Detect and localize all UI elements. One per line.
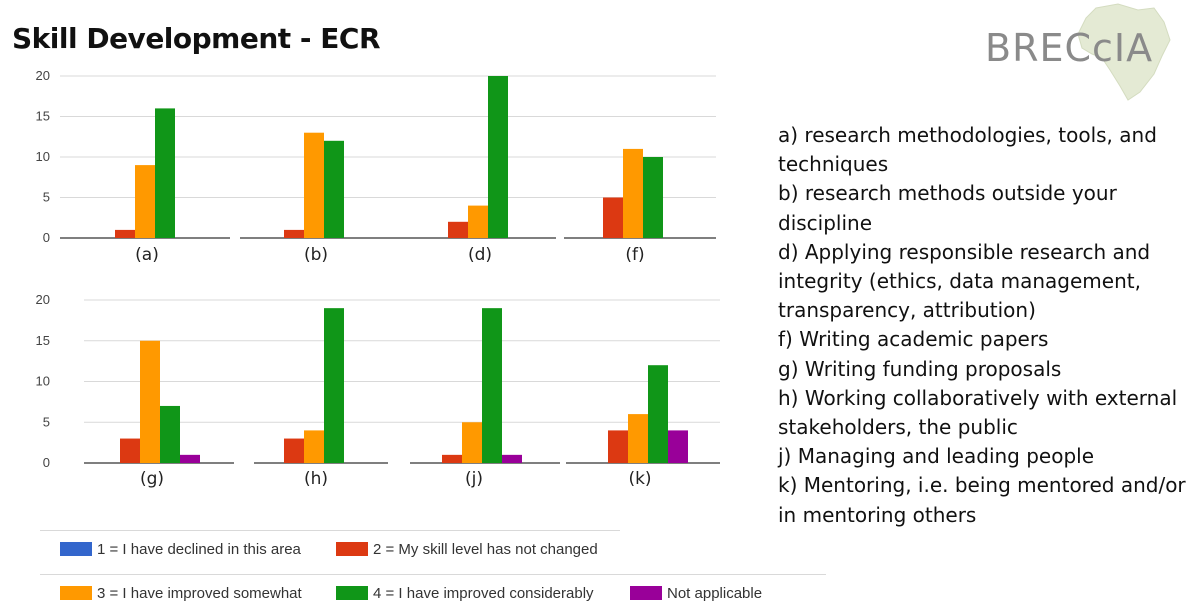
legend-item-improved-considerably: 4 = I have improved considerably bbox=[336, 585, 594, 602]
note-g: g) Writing funding proposals bbox=[778, 356, 1062, 381]
y-tick-label: 15 bbox=[36, 333, 50, 348]
bar-improved_considerably-g bbox=[160, 405, 180, 463]
logo-text: BRECcIA bbox=[985, 26, 1154, 70]
note-d: d) Applying responsible research and int… bbox=[778, 239, 1151, 323]
bar-improved_somewhat-h bbox=[304, 430, 324, 463]
category-notes: a) research methodologies, tools, and te… bbox=[778, 121, 1196, 530]
bar-improved_considerably-j bbox=[482, 308, 502, 463]
x-category-label: (b) bbox=[304, 245, 328, 265]
legend-swatch bbox=[336, 542, 368, 556]
legend-swatch bbox=[60, 542, 92, 556]
bar-improved_considerably-d bbox=[488, 76, 508, 238]
y-tick-label: 15 bbox=[36, 109, 50, 124]
bar-not_changed-d bbox=[448, 221, 468, 238]
legend-divider-top bbox=[40, 530, 620, 531]
y-tick-label: 10 bbox=[36, 149, 50, 164]
x-category-label: (k) bbox=[628, 469, 651, 489]
y-tick-label: 5 bbox=[43, 414, 50, 429]
bar-improved_somewhat-j bbox=[462, 422, 482, 463]
legend-divider-mid bbox=[40, 574, 826, 575]
note-f: f) Writing academic papers bbox=[778, 327, 1049, 352]
x-category-label: (a) bbox=[135, 245, 159, 265]
bar-improved_somewhat-f bbox=[623, 148, 643, 238]
bar-not_changed-h bbox=[284, 438, 304, 463]
bar-improved_somewhat-a bbox=[135, 165, 155, 238]
bar-improved_considerably-k bbox=[648, 365, 668, 463]
legend-item-declined: 1 = I have declined in this area bbox=[60, 541, 301, 558]
bar-improved_considerably-h bbox=[324, 308, 344, 463]
y-tick-label: 20 bbox=[36, 292, 50, 307]
legend-item-not-changed: 2 = My skill level has not changed bbox=[336, 541, 598, 558]
x-category-label: (j) bbox=[465, 469, 483, 489]
x-category-label: (f) bbox=[625, 245, 644, 265]
bar-not_changed-a bbox=[115, 229, 135, 238]
bar-improved_considerably-f bbox=[643, 157, 663, 238]
bar-improved_somewhat-d bbox=[468, 205, 488, 238]
y-tick-label: 5 bbox=[43, 190, 50, 205]
bar-not_changed-g bbox=[120, 438, 140, 463]
y-tick-label: 0 bbox=[43, 455, 50, 470]
legend-swatch bbox=[630, 586, 662, 600]
legend-item-not-applicable: Not applicable bbox=[630, 585, 762, 602]
africa-map-icon bbox=[1077, 3, 1171, 101]
bar-not_applicable-j bbox=[502, 454, 522, 463]
legend-item-improved-somewhat: 3 = I have improved somewhat bbox=[60, 585, 302, 602]
bar-not_changed-b bbox=[284, 229, 304, 238]
x-category-label: (g) bbox=[140, 469, 164, 489]
breccia-logo bbox=[1077, 3, 1171, 101]
bar-not_applicable-g bbox=[180, 454, 200, 463]
bar-not_changed-k bbox=[608, 430, 628, 463]
page-title: Skill Development - ECR bbox=[12, 22, 381, 55]
bar-not_changed-j bbox=[442, 454, 462, 463]
note-j: j) Managing and leading people bbox=[778, 444, 1095, 469]
note-h: h) Working collaboratively with external… bbox=[778, 385, 1178, 440]
y-tick-label: 0 bbox=[43, 230, 50, 245]
legend-swatch bbox=[60, 586, 92, 600]
note-a: a) research methodologies, tools, and te… bbox=[778, 123, 1157, 177]
legend-swatch bbox=[336, 586, 368, 600]
bar-improved_considerably-b bbox=[324, 140, 344, 238]
y-tick-label: 10 bbox=[36, 374, 50, 389]
bar-improved_somewhat-k bbox=[628, 414, 648, 463]
bar-not_changed-f bbox=[603, 197, 623, 238]
bar-not_applicable-k bbox=[668, 430, 688, 463]
bar-improved_considerably-a bbox=[155, 108, 175, 239]
bar-improved_somewhat-b bbox=[304, 132, 324, 238]
y-tick-label: 20 bbox=[36, 68, 50, 83]
x-category-label: (h) bbox=[304, 469, 328, 489]
note-b: b) research methods outside your discipl… bbox=[778, 181, 1117, 235]
note-k: k) Mentoring, i.e. being mentored and/or… bbox=[778, 473, 1186, 527]
bar-charts: 0 5 10 15 20 (a) (b) (d) (f) 0 5 10 15 20 (g) (h) (j) (k) bbox=[36, 68, 720, 489]
bar-improved_somewhat-g bbox=[140, 340, 160, 463]
x-category-label: (d) bbox=[468, 245, 492, 265]
